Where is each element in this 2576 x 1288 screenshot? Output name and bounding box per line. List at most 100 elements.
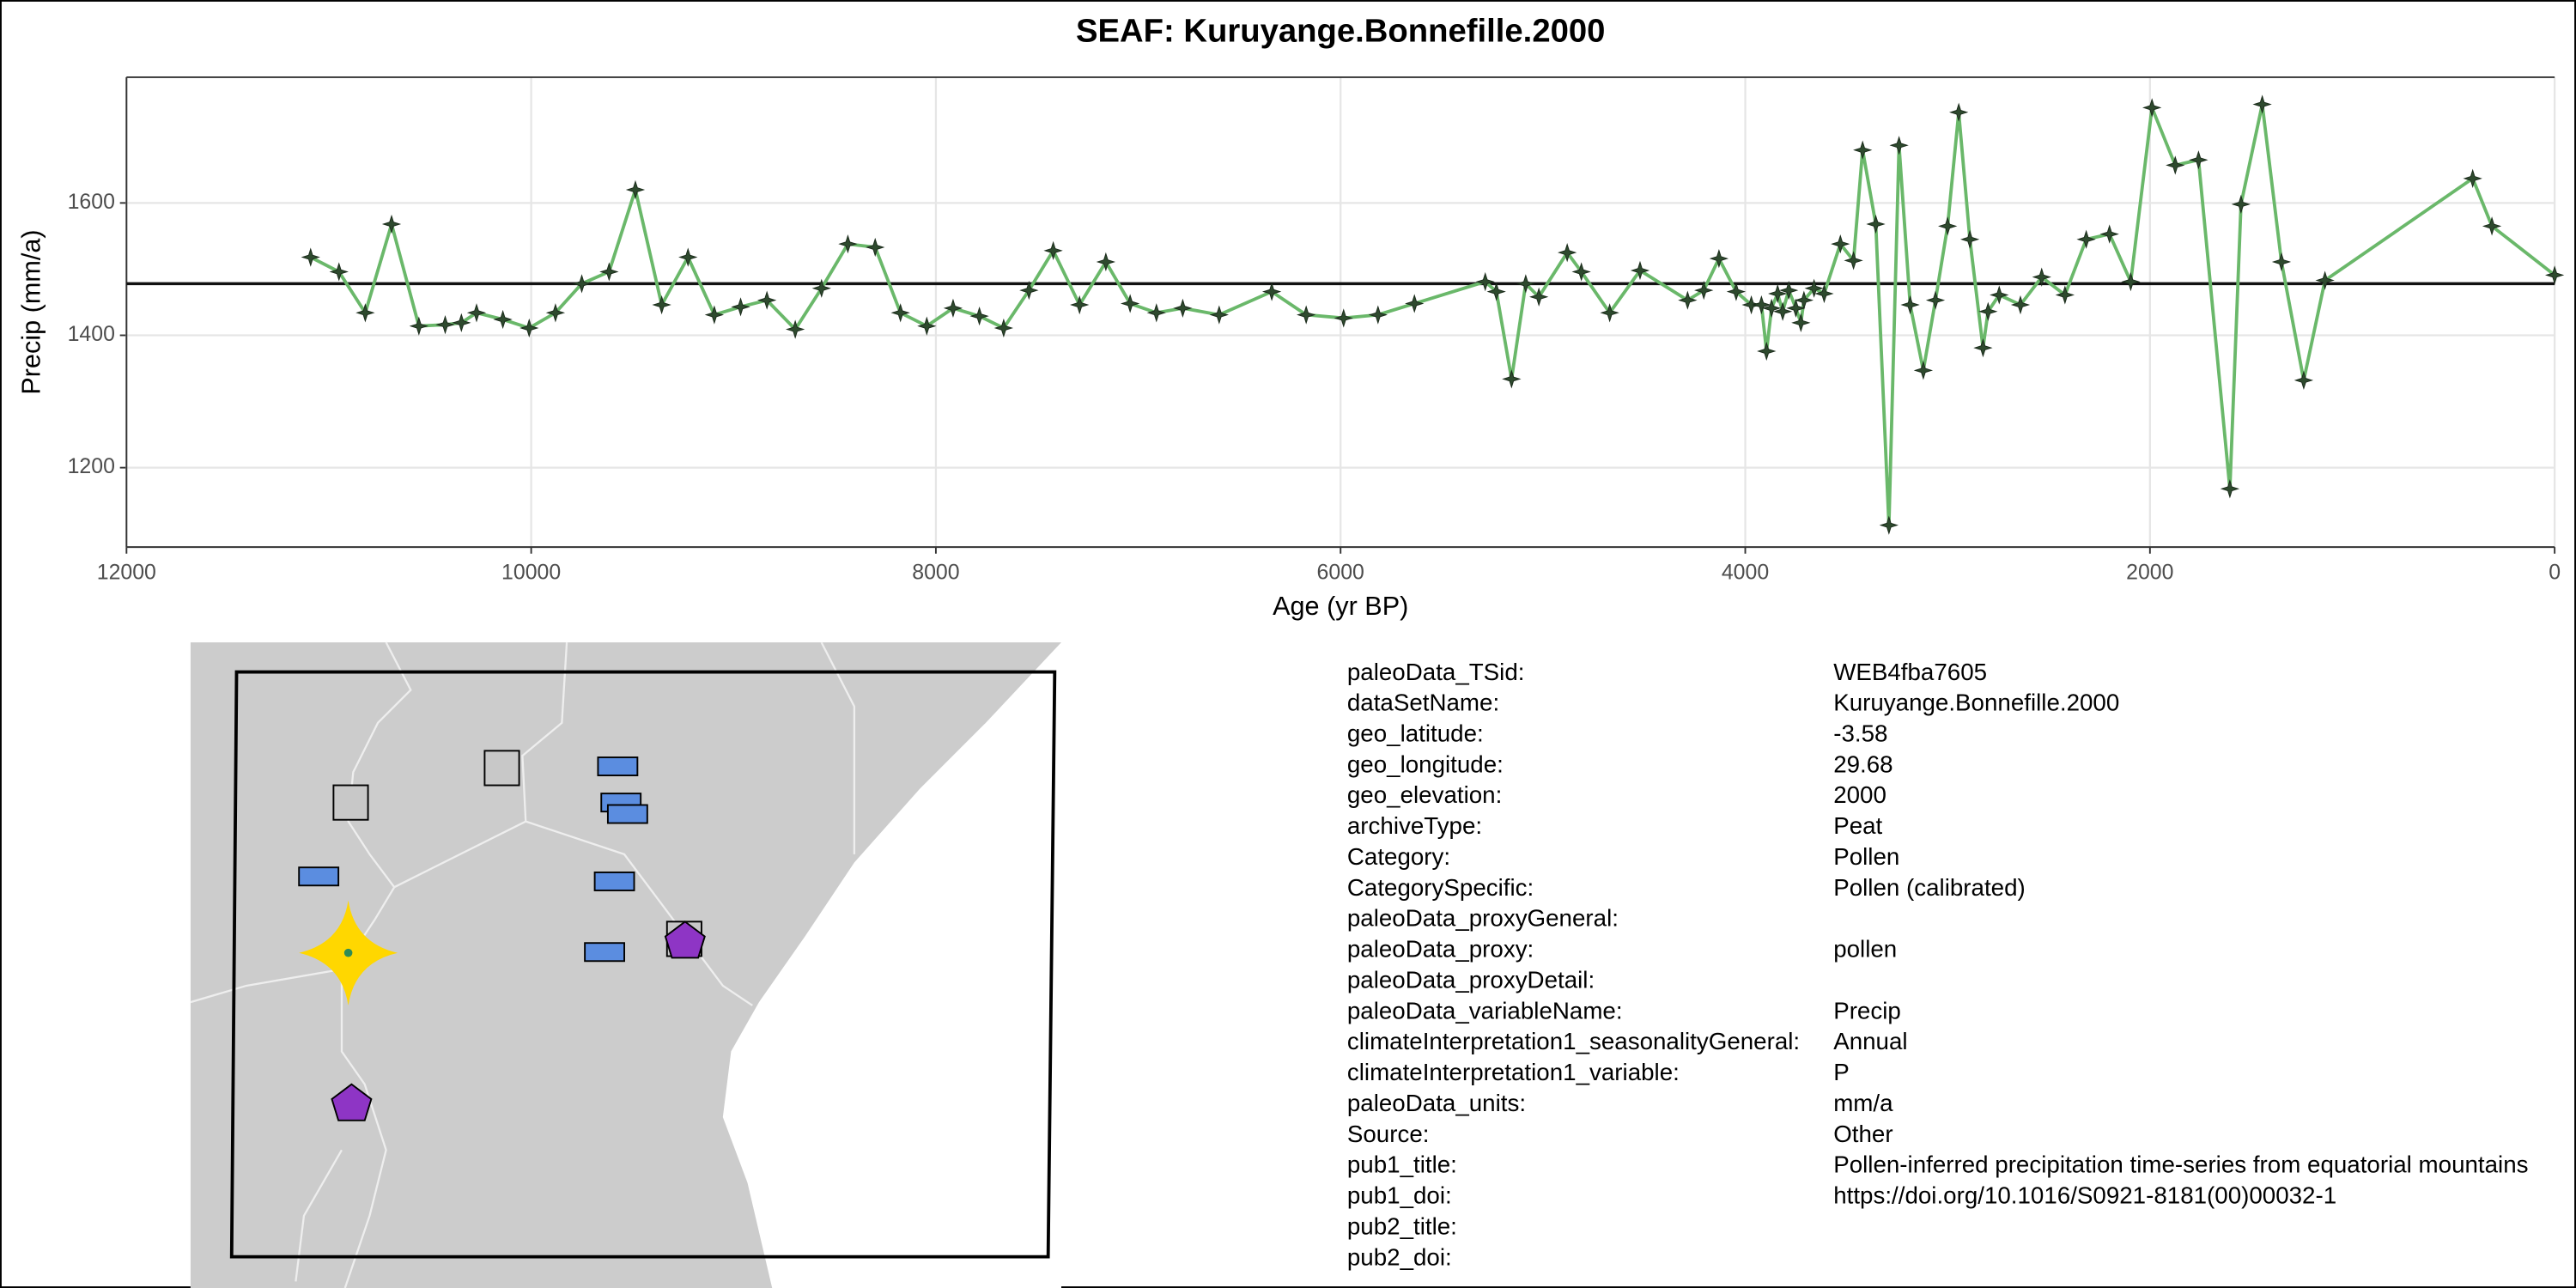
data-point	[1120, 294, 1140, 313]
data-point	[1297, 305, 1316, 325]
metadata-key: climateInterpretation1_variable:	[1347, 1059, 1680, 1085]
x-tick-label: 12000	[97, 560, 156, 584]
metadata-value: Pollen (calibrated)	[1833, 874, 2026, 901]
data-point	[1516, 274, 1536, 294]
metadata-key: paleoData_proxyGeneral:	[1347, 905, 1619, 932]
map	[190, 641, 1061, 1288]
x-tick-label: 0	[2549, 560, 2561, 584]
data-point	[1814, 283, 1834, 304]
data-point	[1630, 260, 1650, 281]
metadata-value: Pollen-inferred precipitation time-serie…	[1833, 1151, 2528, 1178]
metadata-key: paleoData_variableName:	[1347, 997, 1623, 1024]
data-point	[2076, 229, 2096, 249]
metadata-key: Source:	[1347, 1121, 1430, 1147]
metadata-key: paleoData_TSid:	[1347, 659, 1525, 685]
data-point	[1096, 252, 1116, 272]
metadata-key: pub1_title:	[1347, 1151, 1457, 1178]
data-point	[1948, 102, 1969, 122]
metadata-value: WEB4fba7605	[1833, 659, 1987, 685]
metadata-value: https://doi.org/10.1016/S0921-8181(00)00…	[1833, 1182, 2336, 1209]
data-point	[1768, 283, 1788, 304]
data-point	[838, 234, 858, 254]
data-point	[1772, 301, 1793, 321]
metadata-key: archiveType:	[1347, 812, 1482, 839]
metadata-value: 2000	[1833, 781, 1886, 808]
map-sites	[298, 750, 706, 1121]
map-borders	[190, 641, 856, 1288]
data-point	[2463, 168, 2482, 188]
metadata-value: -3.58	[1833, 720, 1887, 747]
metadata-key: climateInterpretation1_seasonalityGenera…	[1347, 1028, 1800, 1054]
data-point	[785, 319, 805, 339]
data-point	[969, 306, 989, 326]
metadata-key: paleoData_units:	[1347, 1090, 1526, 1116]
data-point	[1879, 515, 1899, 535]
data-point	[2482, 216, 2502, 236]
x-tick-label: 10000	[501, 560, 561, 584]
x-tick-label: 2000	[2126, 560, 2173, 584]
data-point	[1794, 290, 1814, 310]
data-point	[890, 303, 910, 323]
data-point	[493, 309, 513, 330]
metadata-key: paleoData_proxyDetail:	[1347, 967, 1595, 993]
metadata-value: Kuruyange.Bonnefille.2000	[1833, 690, 2119, 716]
data-point	[943, 298, 963, 319]
metadata-key: geo_elevation:	[1347, 781, 1502, 808]
data-point	[381, 214, 402, 234]
data-point	[2252, 94, 2272, 114]
data-point	[329, 262, 349, 282]
data-point	[2271, 252, 2292, 272]
data-point	[2032, 267, 2051, 287]
map-frame	[229, 670, 1057, 1259]
data-point	[1502, 369, 1522, 389]
data-point	[678, 247, 698, 267]
data-point	[1913, 361, 1934, 380]
data-point	[2166, 155, 2185, 175]
map-land	[190, 642, 1061, 1288]
metadata-key: paleoData_proxy:	[1347, 936, 1534, 963]
data-point	[1786, 298, 1806, 319]
metadata-key: pub2_title:	[1347, 1212, 1457, 1239]
metadata-key: Category:	[1347, 843, 1450, 870]
data-point	[1694, 280, 1714, 301]
x-tick-label: 6000	[1317, 560, 1364, 584]
data-point	[1334, 308, 1353, 328]
data-point	[1571, 262, 1591, 282]
data-point	[2142, 98, 2162, 118]
metadata-key: pub1_doi:	[1347, 1182, 1452, 1209]
data-point	[355, 303, 375, 323]
data-point	[1791, 313, 1811, 333]
data-point	[1900, 295, 1920, 315]
metadata-key: dataSetName:	[1347, 690, 1499, 716]
metadata-value: Precip	[1833, 997, 1901, 1024]
data-point	[1990, 285, 2009, 305]
metadata-value: mm/a	[1833, 1090, 1893, 1116]
y-axis-label: Precip (mm/a)	[16, 229, 46, 394]
x-tick-label: 8000	[912, 560, 959, 584]
data-point	[572, 274, 592, 294]
data-point	[704, 305, 725, 325]
data-point	[625, 179, 646, 200]
data-point	[1973, 337, 1993, 358]
data-point	[1557, 243, 1577, 263]
data-point	[1925, 290, 1946, 310]
y-tick-label: 1400	[68, 322, 115, 346]
y-tick-label: 1200	[68, 454, 115, 478]
data-point	[409, 316, 428, 336]
data-point	[2544, 265, 2565, 285]
metadata-key: CategorySpecific:	[1347, 874, 1534, 901]
data-point	[2055, 285, 2075, 305]
data-point	[1486, 282, 1506, 301]
data-point	[1209, 305, 1229, 325]
data-point	[2220, 479, 2240, 499]
data-point	[1709, 248, 1729, 269]
data-point	[1804, 278, 1824, 298]
data-point	[435, 315, 455, 335]
data-point	[1761, 298, 1782, 319]
data-point	[1405, 294, 1425, 313]
data-point	[2010, 295, 2031, 315]
data-point	[1779, 280, 1799, 301]
data-point	[1752, 295, 1771, 315]
metadata-value: Peat	[1833, 812, 1882, 839]
